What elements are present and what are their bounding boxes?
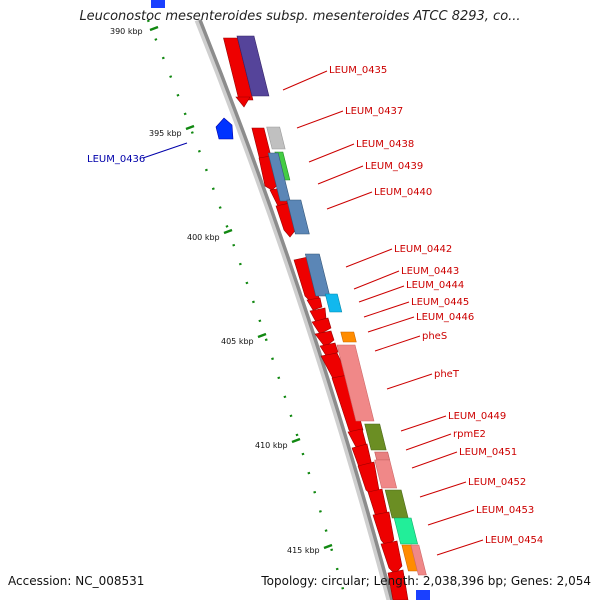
- connector-LEUM_0439: [317, 165, 364, 185]
- connector-LEUM_0451: [411, 451, 458, 469]
- gene-label[interactable]: LEUM_0451: [459, 447, 517, 458]
- tick-label-405: 405 kbp: [221, 337, 254, 346]
- gene-feature-forward[interactable]: [311, 317, 332, 335]
- accession-text: Accession: NC_008531: [8, 574, 145, 588]
- gene-label[interactable]: LEUM_0443: [401, 266, 459, 277]
- gene-label[interactable]: pheT: [434, 369, 460, 380]
- tick-label-395: 395 kbp: [149, 129, 182, 138]
- gene-labels: LEUM_0435 LEUM_0436 LEUM_0437 LEUM_0438 …: [87, 65, 543, 546]
- gene-feature-reverse-bottom[interactable]: [416, 590, 430, 600]
- gene-feature-forward[interactable]: [380, 540, 403, 575]
- gene-label[interactable]: LEUM_0435: [329, 65, 387, 76]
- annotation-block[interactable]: [364, 423, 387, 451]
- tick-label-400: 400 kbp: [187, 233, 220, 242]
- gene-feature-forward[interactable]: [387, 569, 409, 600]
- annotation-block[interactable]: [266, 126, 286, 150]
- annotation-block[interactable]: [336, 344, 375, 422]
- annotation-block[interactable]: [374, 459, 398, 489]
- annotation-track: [236, 35, 427, 576]
- gene-label[interactable]: LEUM_0442: [394, 244, 452, 255]
- connector-LEUM_0452: [419, 481, 467, 498]
- genome-stats-text: Topology: circular; Length: 2,038,396 bp…: [261, 574, 591, 588]
- annotation-block[interactable]: [286, 199, 310, 235]
- connector-LEUM_0438: [308, 143, 355, 163]
- tick-label-410: 410 kbp: [255, 441, 288, 450]
- connector-LEUM_0442: [345, 248, 393, 268]
- gene-label[interactable]: pheS: [422, 331, 447, 342]
- gene-label[interactable]: LEUM_0445: [411, 297, 469, 308]
- connector-LEUM_0435: [282, 70, 328, 91]
- gene-label[interactable]: LEUM_0454: [485, 535, 543, 546]
- annotation-block[interactable]: [410, 544, 427, 576]
- connector-LEUM_0436: [142, 142, 188, 159]
- annotation-block[interactable]: [236, 35, 270, 97]
- annotation-block[interactable]: [304, 253, 331, 297]
- gene-label[interactable]: LEUM_0444: [406, 280, 464, 291]
- gene-label[interactable]: LEUM_0439: [365, 161, 423, 172]
- gene-feature-forward[interactable]: [309, 307, 327, 323]
- gene-arrowhead: [235, 96, 251, 108]
- connector-LEUM_0446: [367, 316, 415, 333]
- connector-rpmE2: [405, 433, 452, 451]
- gene-label[interactable]: LEUM_0446: [416, 312, 474, 323]
- gene-label[interactable]: LEUM_0436: [87, 154, 145, 165]
- tick-mark-400: [223, 228, 233, 235]
- tick-marks: [149, 25, 333, 550]
- gene-feature-forward[interactable]: [314, 330, 335, 348]
- connector-LEUM_0444: [358, 285, 405, 303]
- tick-mark-410: [291, 437, 301, 444]
- annotation-block[interactable]: [374, 451, 391, 461]
- connector-LEUM_0445: [363, 301, 410, 318]
- genome-backbone: [198, 19, 394, 600]
- tick-mark-390: [149, 25, 159, 32]
- connector-LEUM_0454: [436, 539, 484, 556]
- connector-pheS: [374, 335, 421, 352]
- gene-label[interactable]: LEUM_0452: [468, 477, 526, 488]
- connector-LEUM_0437: [296, 110, 344, 129]
- forward-genes: [223, 37, 409, 600]
- tick-mark-415: [323, 543, 333, 550]
- gene-label[interactable]: rpmE2: [453, 429, 486, 440]
- annotation-block[interactable]: [340, 331, 357, 343]
- tick-mark-395: [185, 124, 195, 131]
- backbone-shadow: [194, 18, 394, 600]
- tick-label-390: 390 kbp: [110, 27, 143, 36]
- tick-mark-405: [257, 332, 267, 339]
- annotation-block[interactable]: [393, 517, 419, 545]
- connector-pheT: [386, 373, 433, 390]
- gene-feature-reverse-top[interactable]: [151, 0, 165, 8]
- connector-LEUM_0443: [353, 270, 400, 290]
- annotation-block[interactable]: [324, 293, 343, 313]
- gene-label[interactable]: LEUM_0438: [356, 139, 414, 150]
- annotation-block[interactable]: [267, 152, 291, 202]
- gene-label[interactable]: LEUM_0440: [374, 187, 432, 198]
- connector-LEUM_0449: [400, 415, 447, 432]
- tick-label-415: 415 kbp: [287, 546, 320, 555]
- label-connectors: [282, 70, 484, 556]
- gene-feature-forward[interactable]: [306, 297, 323, 311]
- gene-label[interactable]: LEUM_0437: [345, 106, 403, 117]
- gene-label[interactable]: LEUM_0453: [476, 505, 534, 516]
- connector-LEUM_0440: [326, 191, 373, 210]
- gene-label[interactable]: LEUM_0449: [448, 411, 506, 422]
- gene-feature-reverse[interactable]: [215, 117, 234, 140]
- tick-labels: 390 kbp 395 kbp 400 kbp 405 kbp 410 kbp …: [110, 27, 320, 555]
- map-title: Leuconostoc mesenteroides subsp. mesente…: [79, 9, 521, 24]
- connector-LEUM_0453: [427, 509, 475, 526]
